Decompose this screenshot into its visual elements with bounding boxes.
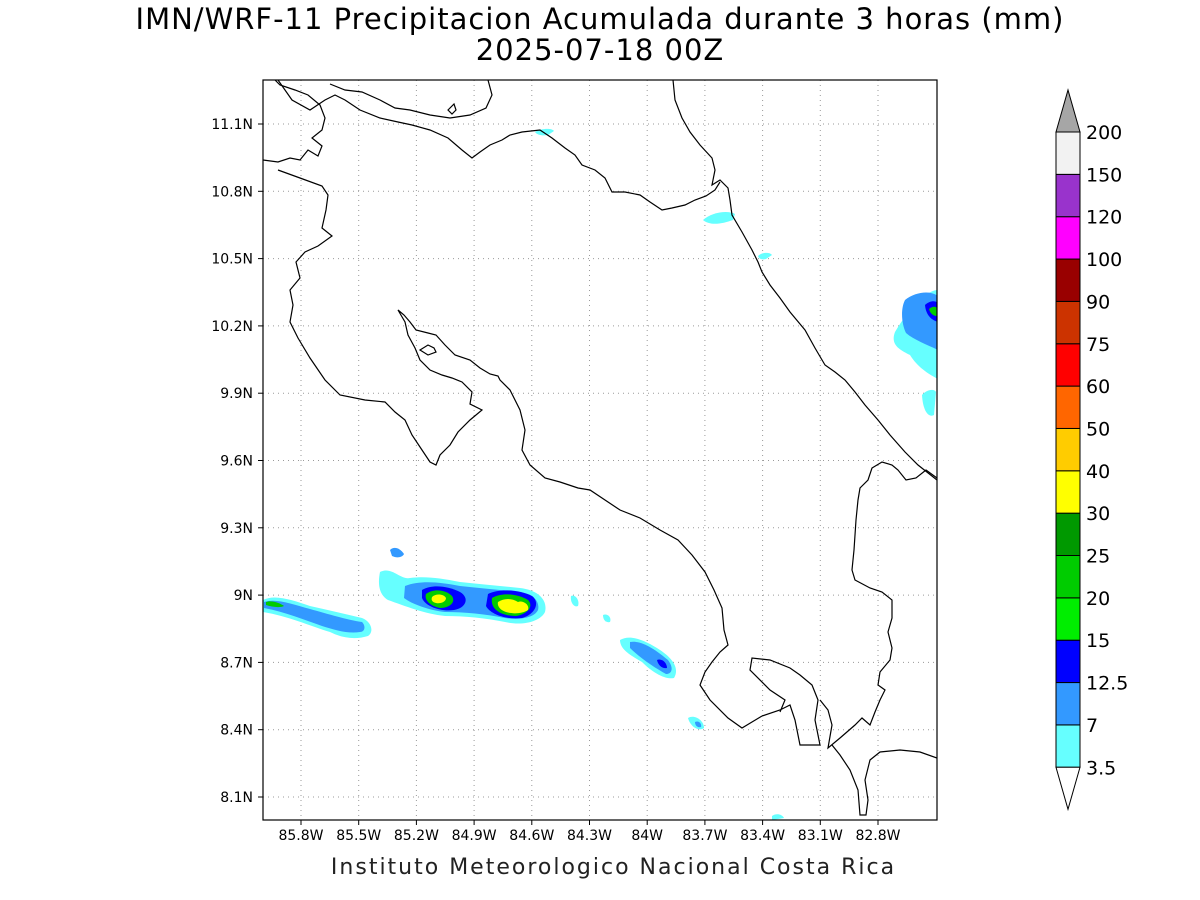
colorbar-level-label: 25 bbox=[1086, 546, 1110, 568]
colorbar-level-label: 3.5 bbox=[1086, 757, 1116, 779]
longitude-tick-labels: 85.8W 85.5W 85.2W 84.9W 84.6W 84.3W 84W 83.7W 83… bbox=[278, 828, 900, 844]
lon-tick-label: 85.8W bbox=[278, 828, 323, 844]
precip-patch-caribbean-20 bbox=[929, 306, 937, 316]
coastline-nicoya-lake bbox=[418, 344, 437, 356]
lon-tick-label: 83.4W bbox=[740, 828, 785, 844]
coastline-burica bbox=[819, 461, 937, 750]
lon-tick-label: 84.3W bbox=[567, 828, 612, 844]
colorbar-swatch bbox=[1055, 343, 1081, 387]
colorbar-level-label: 120 bbox=[1086, 207, 1122, 229]
colorbar-level-label: 75 bbox=[1086, 334, 1110, 356]
lon-tick-label: 83.7W bbox=[682, 828, 727, 844]
colorbar-swatch bbox=[1055, 724, 1081, 768]
lon-tick-label: 82.8W bbox=[855, 828, 900, 844]
colorbar-max-triangle bbox=[1055, 88, 1081, 133]
colorbar-swatch bbox=[1055, 512, 1081, 557]
colorbar-level-label: 40 bbox=[1086, 461, 1110, 483]
colorbar-swatch bbox=[1055, 300, 1081, 345]
colorbar-level-label: 200 bbox=[1086, 122, 1122, 144]
coastlines bbox=[263, 80, 937, 816]
lon-tick-label: 84W bbox=[631, 828, 663, 844]
precip-cell-north bbox=[390, 547, 404, 558]
precipitation-colorbar: 3.5 7 12.5 15 20 25 30 40 50 60 75 90 100 120 150 200 bbox=[1055, 88, 1128, 812]
colorbar-swatch bbox=[1055, 385, 1081, 429]
precip-cell-osa-15 bbox=[657, 659, 667, 669]
lon-tick-label: 85.2W bbox=[394, 828, 439, 844]
map-gridlines bbox=[258, 80, 937, 825]
footer-credit: Instituto Meteorologico Nacional Costa R… bbox=[330, 855, 897, 880]
lon-tick-label: 85.5W bbox=[336, 828, 381, 844]
coastline-nicoya-north bbox=[277, 169, 763, 729]
colorbar-level-label: 150 bbox=[1086, 164, 1122, 186]
precip-cell-south-2 bbox=[695, 721, 702, 728]
island-nicaragua-lake bbox=[447, 102, 457, 115]
coastline-caribbean bbox=[672, 80, 937, 481]
latitude-tick-labels: 11.1N 10.8N 10.5N 10.2N 9.9N 9.6N 9.3N 9N 8.7N 8.… bbox=[211, 117, 253, 806]
colorbar-level-label: 90 bbox=[1086, 291, 1110, 313]
colorbar-swatch bbox=[1055, 131, 1081, 175]
colorbar-level-label: 50 bbox=[1086, 418, 1110, 440]
precip-cell-panama bbox=[772, 814, 784, 820]
lat-tick-label: 10.2N bbox=[211, 319, 253, 335]
coastline-panama-south bbox=[831, 744, 937, 816]
precip-band-west-7 bbox=[264, 600, 365, 633]
lat-tick-label: 9.6N bbox=[220, 454, 253, 470]
colorbar-swatch bbox=[1055, 682, 1081, 726]
precip-patch-small bbox=[758, 252, 772, 260]
lat-tick-label: 10.5N bbox=[211, 252, 253, 268]
lat-tick-label: 9.9N bbox=[220, 386, 253, 402]
colorbar-level-label: 60 bbox=[1086, 376, 1110, 398]
coastline-pacific bbox=[263, 80, 326, 163]
precip-band-central-30b bbox=[497, 599, 529, 614]
lat-tick-label: 8.7N bbox=[220, 655, 253, 671]
colorbar-swatch bbox=[1055, 427, 1081, 472]
colorbar-swatch bbox=[1055, 597, 1081, 641]
precip-cell-small-2 bbox=[603, 614, 611, 623]
colorbar-level-label: 100 bbox=[1086, 249, 1122, 271]
lon-tick-label: 84.6W bbox=[509, 828, 554, 844]
lat-tick-label: 8.1N bbox=[220, 790, 253, 806]
colorbar-level-label: 30 bbox=[1086, 503, 1110, 525]
lat-tick-label: 10.8N bbox=[211, 184, 253, 200]
colorbar-min-triangle bbox=[1055, 766, 1081, 812]
precip-patch-caribbean-south bbox=[922, 389, 936, 416]
precipitation-areas bbox=[263, 128, 937, 820]
precip-band-central-30a bbox=[431, 594, 446, 604]
lat-tick-label: 9.3N bbox=[220, 521, 253, 537]
colorbar-swatch bbox=[1055, 258, 1081, 302]
lat-tick-label: 9N bbox=[234, 588, 253, 604]
colorbar-swatch bbox=[1055, 470, 1081, 514]
lon-tick-label: 83.1W bbox=[798, 828, 843, 844]
map-title: IMN/WRF-11 Precipitacion Acumulada duran… bbox=[135, 2, 1065, 36]
map-valid-time: 2025-07-18 00Z bbox=[475, 33, 725, 67]
lat-tick-label: 11.1N bbox=[211, 117, 253, 133]
lon-tick-label: 84.9W bbox=[452, 828, 497, 844]
colorbar-level-label: 7 bbox=[1086, 715, 1098, 737]
precip-cell-small-1 bbox=[570, 595, 579, 607]
colorbar-swatch bbox=[1055, 639, 1081, 684]
colorbar-swatch bbox=[1055, 555, 1081, 599]
precip-patch-caribbean-drizzle bbox=[703, 212, 735, 224]
map-frame bbox=[262, 79, 938, 821]
border-nicaragua bbox=[277, 80, 721, 211]
precip-band-west-core bbox=[266, 601, 284, 608]
coastline-osa bbox=[749, 657, 821, 746]
colorbar-swatch bbox=[1055, 216, 1081, 260]
colorbar-level-label: 12.5 bbox=[1086, 673, 1128, 695]
lat-tick-label: 8.4N bbox=[220, 723, 253, 739]
nicaragua-coast bbox=[329, 80, 493, 119]
colorbar-level-label: 15 bbox=[1086, 630, 1110, 652]
colorbar-level-label: 20 bbox=[1086, 588, 1110, 610]
colorbar-swatch bbox=[1055, 173, 1081, 218]
